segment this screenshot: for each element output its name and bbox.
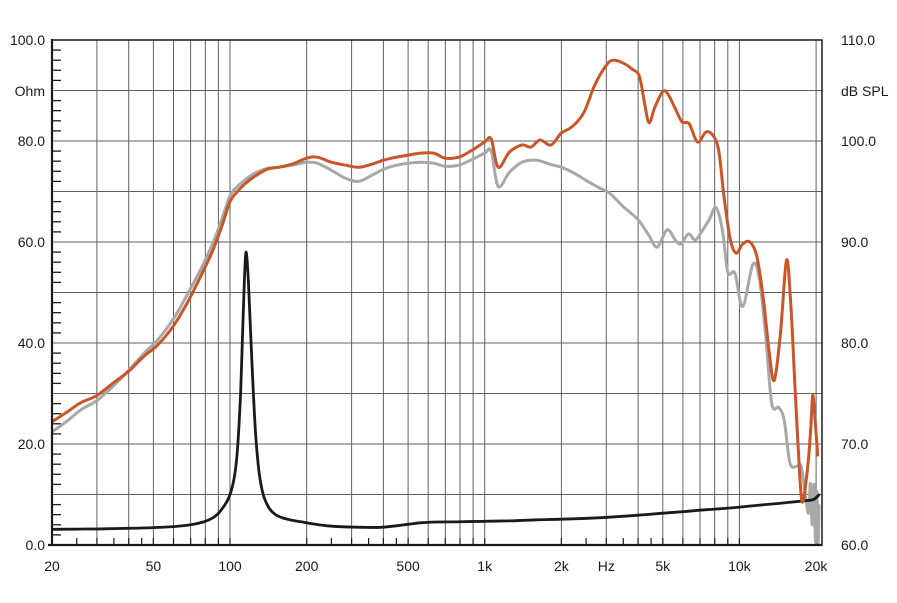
y-right-tick-label: 60.0 xyxy=(841,537,868,553)
impedance-curve xyxy=(51,250,821,531)
curves xyxy=(51,58,821,545)
axis-ticks xyxy=(51,49,817,545)
y-right-tick-label: 70.0 xyxy=(841,436,868,452)
spl-on-axis-curve xyxy=(51,58,820,504)
x-tick-label: 100 xyxy=(218,558,242,574)
y-left-tick-label: 60.0 xyxy=(18,234,45,250)
y-left-tick-label: 40.0 xyxy=(18,335,45,351)
y-right-tick-label: 110.0 xyxy=(841,32,875,48)
x-tick-label: 200 xyxy=(295,558,319,574)
x-tick-label: 500 xyxy=(396,558,420,574)
y-left-tick-label: 100.0 xyxy=(10,32,45,48)
y-right-tick-label: 90.0 xyxy=(841,234,868,250)
y-left-tick-label: 0.0 xyxy=(26,537,46,553)
x-tick-label: 20k xyxy=(805,558,829,574)
y-right-tick-label: 100.0 xyxy=(841,133,876,149)
x-tick-label: 10k xyxy=(728,558,752,574)
y-left-tick-label: 20.0 xyxy=(18,436,45,452)
plot-frame xyxy=(48,39,823,547)
axis-labels: 100.0 80.0 60.0 40.0 20.0 0.0 110.0 100.0 90.0 80… xyxy=(10,32,876,574)
spl-off-axis-curve xyxy=(51,147,821,545)
gridlines xyxy=(51,40,822,545)
y-left-tick-label: 80.0 xyxy=(18,133,45,149)
y-right-tick-label: 80.0 xyxy=(841,335,868,351)
left-axis-unit-label: Ohm xyxy=(15,83,45,99)
x-tick-label: Hz xyxy=(598,558,615,574)
x-tick-label: 5k xyxy=(655,558,671,574)
x-tick-label: 1k xyxy=(477,558,493,574)
right-axis-unit-label: dB SPL xyxy=(841,83,889,99)
x-tick-label: 50 xyxy=(146,558,162,574)
x-tick-label: 2k xyxy=(554,558,570,574)
x-tick-label: 20 xyxy=(44,558,60,574)
